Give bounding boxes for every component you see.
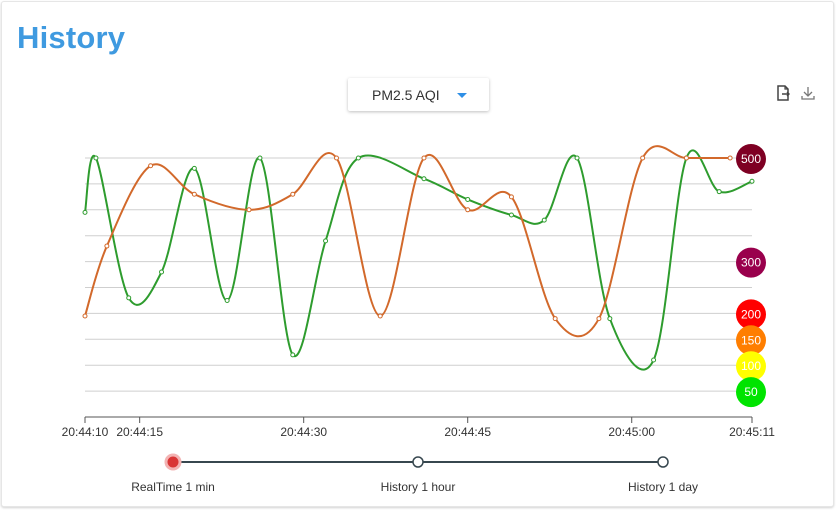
aqi-badge-label: 50 — [744, 385, 758, 399]
timeline-node-active[interactable] — [164, 453, 182, 471]
aqi-badge-100: 100 — [736, 351, 766, 382]
data-point — [355, 155, 361, 161]
aqi-badge-label: 100 — [741, 359, 761, 373]
data-point — [421, 176, 427, 182]
data-point — [148, 163, 154, 169]
data-point — [82, 209, 88, 215]
aqi-badge-200: 200 — [736, 299, 766, 330]
aqi-badge-label: 300 — [741, 256, 761, 270]
timeline-node[interactable] — [412, 456, 424, 468]
x-tick-label: 20:44:45 — [444, 425, 491, 439]
data-point — [727, 155, 733, 161]
aqi-badge-circle — [736, 299, 766, 330]
x-tick-label: 20:44:10 — [62, 425, 109, 439]
x-tick-label: 20:45:00 — [608, 425, 655, 439]
data-point — [191, 165, 197, 171]
data-point — [640, 155, 646, 161]
data-point — [290, 191, 296, 197]
data-point — [683, 155, 689, 161]
aqi-badge-150: 150 — [736, 325, 766, 356]
aqi-badge-500: 500 — [736, 144, 766, 174]
aqi-badge-300: 300 — [736, 247, 766, 278]
data-point — [224, 297, 230, 303]
data-point — [508, 194, 514, 200]
page-title: History — [17, 20, 126, 55]
data-point — [93, 155, 99, 161]
x-tick-label: 20:45:11 — [729, 425, 775, 439]
aqi-badge-circle — [736, 351, 766, 382]
aqi-badge-circle — [736, 247, 766, 278]
aqi-badge-circle — [736, 144, 766, 174]
data-point — [465, 207, 471, 213]
x-tick-label: 20:44:30 — [280, 425, 327, 439]
data-point — [749, 178, 755, 184]
data-point — [377, 313, 383, 319]
data-point — [465, 196, 471, 202]
pollutant-select-value: PM2.5 AQI — [372, 87, 440, 103]
x-tick-label: 20:44:15 — [116, 425, 163, 439]
data-point — [607, 316, 613, 322]
download-icon[interactable] — [799, 84, 817, 102]
data-point — [191, 191, 197, 197]
data-point — [323, 238, 329, 244]
data-point — [716, 189, 722, 195]
data-point — [552, 316, 558, 322]
series-line-1 — [84, 149, 753, 371]
aqi-badge-circle — [736, 325, 766, 356]
data-point — [574, 155, 580, 161]
data-point — [290, 352, 296, 358]
file-export-icon[interactable] — [774, 84, 792, 102]
aqi-badge-50: 50 — [736, 377, 766, 408]
aqi-badge-label: 500 — [741, 152, 761, 166]
data-point — [596, 316, 602, 322]
data-point — [159, 269, 165, 275]
timeline-node[interactable] — [657, 456, 669, 468]
data-point — [651, 357, 657, 363]
chevron-down-icon — [457, 93, 467, 98]
data-point — [126, 295, 132, 301]
data-point — [246, 207, 252, 213]
aqi-badge-circle — [736, 377, 766, 408]
data-point — [421, 155, 427, 161]
aqi-badge-label: 150 — [741, 333, 761, 347]
data-point — [257, 155, 263, 161]
aqi-badge-label: 200 — [741, 307, 761, 321]
timeline-option-label[interactable]: History 1 hour — [380, 480, 456, 494]
data-point — [104, 243, 110, 249]
data-point — [333, 155, 339, 161]
pollutant-select[interactable]: PM2.5 AQI — [348, 78, 489, 111]
data-point — [541, 217, 547, 223]
data-point — [82, 313, 88, 319]
series-line-2 — [84, 145, 731, 338]
timeline-option-label[interactable]: RealTime 1 min — [131, 480, 215, 494]
data-point — [508, 212, 514, 218]
timeline-option-label[interactable]: History 1 day — [627, 480, 699, 494]
